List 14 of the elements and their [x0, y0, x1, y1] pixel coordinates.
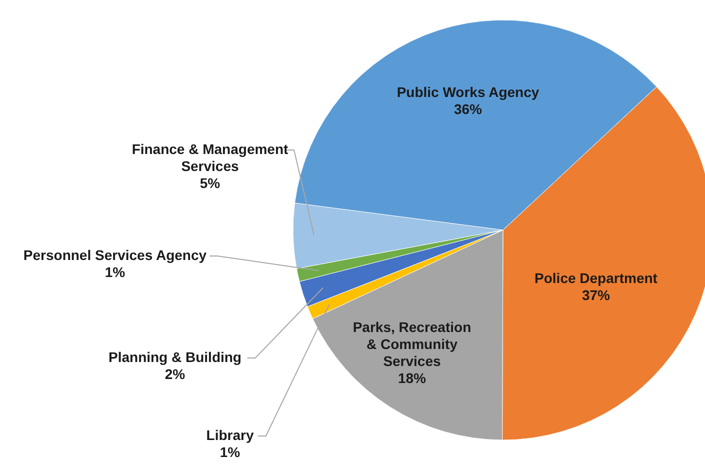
- slice-label: Library: [206, 427, 254, 443]
- data-label: 1%: [104, 264, 126, 280]
- data-label: 36%: [454, 101, 483, 117]
- data-label: 37%: [582, 287, 611, 303]
- slice-label: Personnel Services Agency: [23, 247, 207, 263]
- slice-label: Public Works Agency: [396, 84, 540, 100]
- slice-label: Parks, Recreation & Community Services: [352, 319, 472, 369]
- data-label: 2%: [164, 366, 186, 382]
- data-label: 5%: [200, 175, 221, 191]
- slice-label: Finance & Management Services: [132, 141, 289, 174]
- data-label: 18%: [398, 370, 427, 386]
- data-label: 1%: [220, 444, 241, 460]
- slice-label: Planning & Building: [108, 349, 242, 365]
- slice-label: Police Department: [534, 270, 658, 286]
